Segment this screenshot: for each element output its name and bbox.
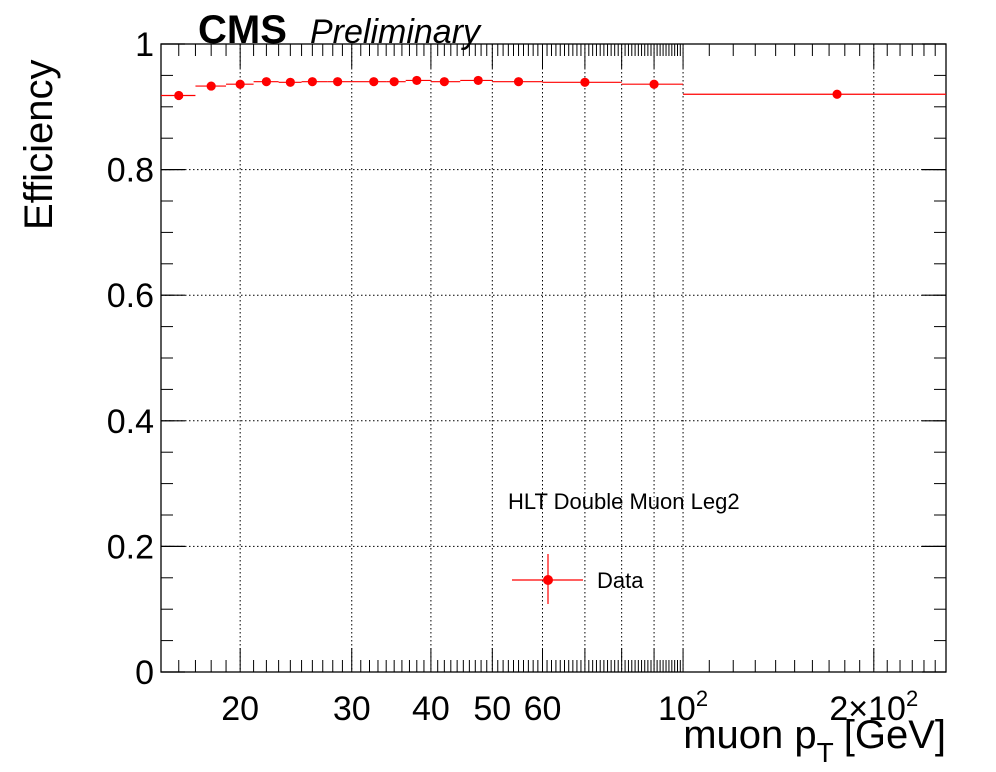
- data-series: [161, 75, 946, 101]
- data-point: [206, 81, 216, 91]
- x-tick-label: 30: [333, 690, 371, 728]
- legend: Data: [512, 554, 644, 604]
- preliminary-label: Preliminary: [310, 13, 482, 51]
- x-axis-label-unit: [GeV]: [844, 713, 946, 757]
- data-point: [235, 79, 245, 89]
- data-point: [580, 77, 590, 87]
- data-point: [174, 90, 184, 101]
- plot-frame: [160, 43, 947, 673]
- cms-label: CMS: [198, 8, 287, 52]
- x-axis-label: muon pT [GeV]: [683, 713, 946, 768]
- data-point: [513, 77, 524, 87]
- y-tick-labels: 0 0.2 0.4 0.6 0.8 1: [107, 26, 154, 692]
- x-axis-label-main: muon p: [683, 713, 816, 757]
- y-tick-label: 0: [135, 654, 154, 692]
- y-tick-label: 0.4: [107, 403, 154, 441]
- x-axis-label-sub: T: [817, 737, 834, 768]
- y-tick-label: 0.8: [107, 152, 154, 190]
- data-point: [473, 75, 483, 86]
- annotation-text: HLT Double Muon Leg2: [508, 489, 740, 514]
- data-point: [389, 77, 399, 87]
- data-point: [369, 77, 379, 87]
- x-tick-label: 20: [221, 690, 259, 728]
- y-tick-label: 0.6: [107, 277, 154, 315]
- legend-entry-data: Data: [597, 568, 644, 593]
- data-point: [307, 77, 317, 87]
- x-tick-label: 102: [658, 686, 708, 728]
- y-tick-label: 1: [135, 26, 154, 64]
- data-point: [261, 77, 271, 87]
- x-tick-label: 60: [524, 690, 562, 728]
- x-tick-label: 40: [412, 690, 450, 728]
- data-point: [439, 77, 449, 87]
- data-point: [832, 89, 842, 99]
- x-tick-label: 50: [473, 690, 511, 728]
- x-tick-label: 2×102: [829, 686, 918, 728]
- data-point: [649, 79, 659, 89]
- data-point: [333, 77, 343, 87]
- data-point: [412, 75, 422, 86]
- x-tick-labels: 20 30 40 50 60 102 2×102: [221, 686, 918, 728]
- legend-marker-dot: [543, 575, 553, 585]
- data-point: [285, 77, 295, 87]
- axis-ticks: [160, 43, 947, 673]
- y-tick-label: 0.2: [107, 528, 154, 566]
- grid: [161, 44, 946, 672]
- y-axis-label: Efficiency: [17, 60, 61, 230]
